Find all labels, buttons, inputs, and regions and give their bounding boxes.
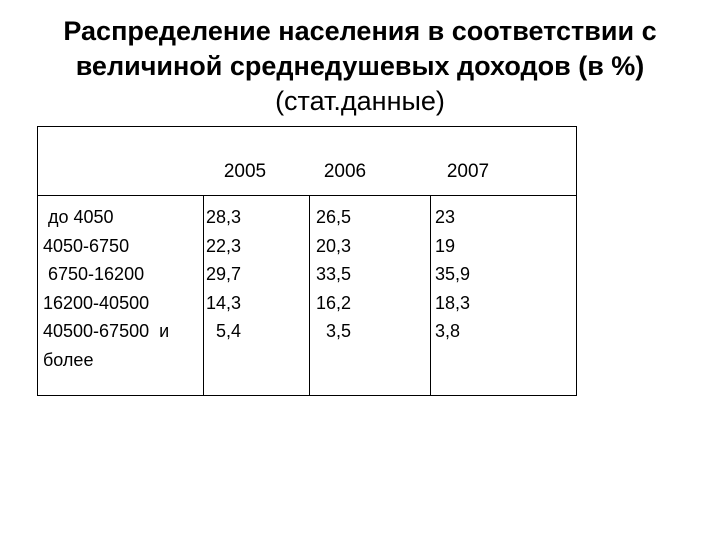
header-year-2006: 2006 [323,161,367,182]
cell-value: 14,3 [206,292,242,313]
row-label: до 4050 [43,207,114,227]
cell-value: 16,2 [316,292,352,313]
header-divider [38,195,576,196]
cell-value: 19 [435,235,456,256]
title-line-3: (стат.данные) [275,86,445,116]
cell-value: 18,3 [435,292,471,313]
row-label-continuation: более [43,349,94,370]
values-column-2007: 23 19 35,9 18,3 3,8 [435,203,565,346]
cell-value: 3,5 [316,321,352,341]
cell-value: 3,8 [435,321,461,341]
cell-value: 33,5 [316,264,352,284]
cell-value: 22,3 [206,235,242,256]
row-label: 16200-40500 [43,292,150,313]
cell-value: 5,4 [206,321,242,341]
cell-value: 29,7 [206,264,242,284]
header-year-2007: 2007 [446,161,490,182]
title-line-1: Распределение населения в соответствии с [63,16,657,46]
column-divider [203,195,204,395]
title-line-2: величиной среднедушевых доходов (в %) [75,51,645,81]
income-distribution-table: 2005 2006 2007 до 4050 4050-6750 6750-16… [37,126,577,396]
cell-value: 20,3 [316,235,352,256]
row-label: 40500-67500 и [43,321,170,341]
slide-title: Распределение населения в соответствии с… [40,14,680,119]
column-divider [309,195,310,395]
values-column-2006: 26,5 20,3 33,5 16,2 3,5 [316,203,426,346]
cell-value: 23 [435,207,456,227]
cell-value: 28,3 [206,207,242,227]
income-range-column: до 4050 4050-6750 6750-16200 16200-40500… [43,203,201,374]
values-column-2005: 28,3 22,3 29,7 14,3 5,4 [206,203,306,346]
cell-value: 35,9 [435,264,471,284]
header-year-2005: 2005 [223,161,267,182]
row-label: 6750-16200 [43,264,145,284]
row-label: 4050-6750 [43,235,130,256]
column-divider [430,195,431,395]
cell-value: 26,5 [316,207,352,227]
